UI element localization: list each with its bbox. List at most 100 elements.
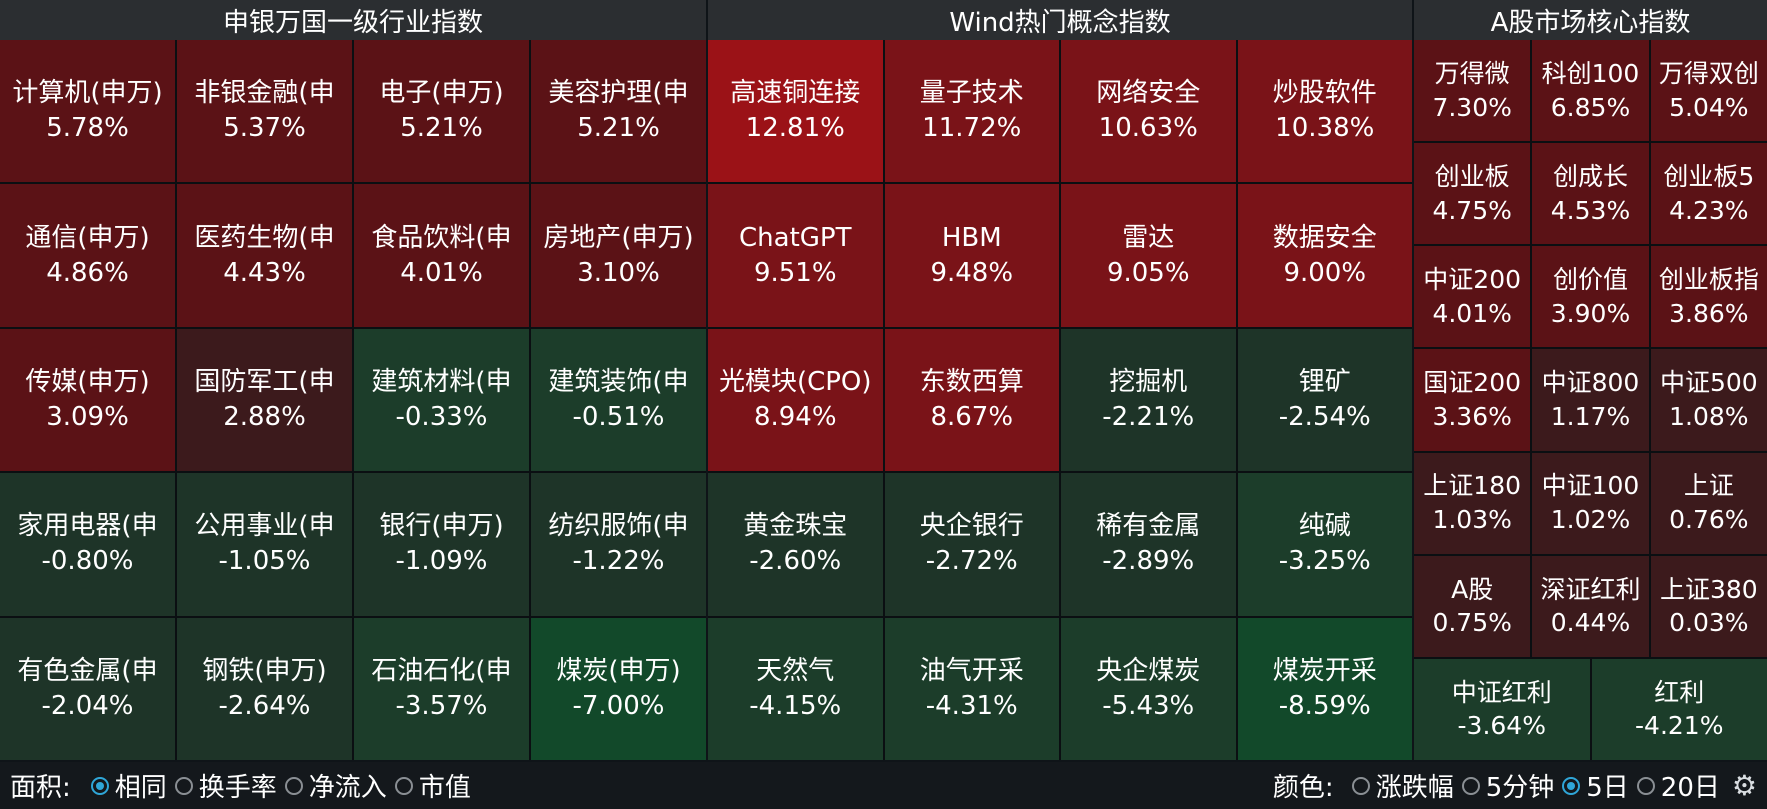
area-option[interactable]: 市值 (391, 767, 471, 804)
tile-change-percent: 4.86% (46, 257, 129, 288)
heatmap-tile[interactable]: HBM 9.48% (884, 184, 1059, 327)
heatmap-tile[interactable]: 传媒(申万) 3.09% (0, 328, 175, 472)
heatmap-tile[interactable]: 家用电器(申 -0.80% (0, 473, 175, 616)
heatmap-tile[interactable]: 万得微 7.30% (1414, 40, 1531, 142)
radio-icon[interactable] (394, 776, 413, 795)
heatmap-tile[interactable]: 网络安全 10.63% (1061, 40, 1236, 183)
tile-change-percent: 0.76% (1669, 505, 1749, 535)
tile-change-percent: 4.01% (400, 257, 483, 288)
heatmap-tile[interactable]: 稀有金属 -2.89% (1061, 473, 1236, 616)
heatmap-tile[interactable]: 石油石化(申 -3.57% (354, 617, 529, 760)
radio-label: 相同 (114, 773, 167, 803)
heatmap-tile[interactable]: 国防军工(申 2.88% (177, 328, 352, 472)
gear-icon[interactable]: ⚙ (1731, 769, 1757, 802)
heatmap-tile[interactable]: 有色金属(申 -2.04% (0, 617, 175, 760)
radio-icon[interactable] (90, 776, 109, 795)
heatmap-tile[interactable]: 计算机(申万) 5.78% (0, 40, 175, 183)
color-option[interactable]: 20日 (1633, 767, 1720, 804)
heatmap-tile[interactable]: 创成长 4.53% (1532, 143, 1649, 245)
heatmap-tile[interactable]: A股 0.75% (1414, 555, 1531, 657)
heatmap-tile[interactable]: 雷达 9.05% (1061, 184, 1236, 327)
heatmap-tile[interactable]: 公用事业(申 -1.05% (177, 473, 352, 616)
heatmap-tile[interactable]: 煤炭开采 -8.59% (1237, 617, 1412, 760)
heatmap-tile[interactable]: 通信(申万) 4.86% (0, 184, 175, 327)
radio-icon[interactable] (1562, 776, 1581, 795)
heatmap-tile[interactable]: 上证180 1.03% (1414, 452, 1531, 554)
tile-name: 中证800 (1541, 368, 1640, 398)
color-option[interactable]: 5分钟 (1458, 767, 1554, 804)
heatmap-tile[interactable]: 纯碱 -3.25% (1237, 473, 1412, 616)
heatmap-tile[interactable]: 光模块(CPO) 8.94% (708, 328, 883, 472)
heatmap-tile[interactable]: 中证红利 -3.64% (1414, 658, 1590, 760)
heatmap-tile[interactable]: 黄金珠宝 -2.60% (708, 473, 883, 616)
heatmap-tile[interactable]: 创价值 3.90% (1532, 246, 1649, 348)
tile-change-percent: 3.86% (1669, 298, 1749, 328)
heatmap-tile[interactable]: 深证红利 0.44% (1532, 555, 1649, 657)
heatmap-tile[interactable]: 煤炭(申万) -7.00% (531, 617, 706, 760)
area-option[interactable]: 换手率 (171, 767, 277, 804)
heatmap-tile[interactable]: 银行(申万) -1.09% (354, 473, 529, 616)
color-option[interactable]: 涨跌幅 (1348, 767, 1454, 804)
radio-icon[interactable] (1636, 776, 1655, 795)
tile-name: 黄金珠宝 (743, 511, 848, 542)
heatmap-tile[interactable]: 中证200 4.01% (1414, 246, 1531, 348)
heatmap-tile[interactable]: 数据安全 9.00% (1237, 184, 1412, 327)
heatmap-tile[interactable]: 建筑装饰(申 -0.51% (531, 328, 706, 472)
tile-name: 钢铁(申万) (202, 655, 327, 686)
radio-icon[interactable] (284, 776, 303, 795)
heatmap-tile[interactable]: 上证380 0.03% (1650, 555, 1767, 657)
color-option[interactable]: 5日 (1558, 767, 1629, 804)
heatmap-tile[interactable]: 创业板5 4.23% (1650, 143, 1767, 245)
heatmap-tile[interactable]: 央企煤炭 -5.43% (1061, 617, 1236, 760)
tile-name: 炒股软件 (1272, 78, 1377, 109)
panel-sw-industry: 申银万国一级行业指数 计算机(申万) 5.78% 非银金融(申 5.37% 电子(申万)… (0, 0, 706, 760)
tile-name: 上证380 (1659, 574, 1758, 604)
heatmap-tile[interactable]: 东数西算 8.67% (884, 328, 1059, 472)
heatmap-tile[interactable]: 非银金融(申 5.37% (177, 40, 352, 183)
radio-label: 涨跌幅 (1375, 773, 1454, 803)
heatmap-tile[interactable]: 挖掘机 -2.21% (1061, 328, 1236, 472)
tile-name: 科创100 (1541, 58, 1640, 88)
heatmap-tile[interactable]: 房地产(申万) 3.10% (531, 184, 706, 327)
tile-name: 食品饮料(申 (371, 222, 512, 253)
tile-change-percent: -4.15% (749, 690, 842, 721)
heatmap-tile[interactable]: 万得双创 5.04% (1650, 40, 1767, 142)
heatmap-tile[interactable]: 中证100 1.02% (1532, 452, 1649, 554)
heatmap-tile[interactable]: 科创100 6.85% (1532, 40, 1649, 142)
heatmap-tile[interactable]: 量子技术 11.72% (884, 40, 1059, 183)
tile-name: 油气开采 (919, 655, 1024, 686)
heatmap-tile[interactable]: 中证800 1.17% (1532, 349, 1649, 451)
heatmap-tile[interactable]: 食品饮料(申 4.01% (354, 184, 529, 327)
heatmap-tile[interactable]: 国证200 3.36% (1414, 349, 1531, 451)
heatmap-tile[interactable]: 中证500 1.08% (1650, 349, 1767, 451)
heatmap-tile[interactable]: 高速铜连接 12.81% (708, 40, 883, 183)
heatmap-tile[interactable]: 电子(申万) 5.21% (354, 40, 529, 183)
tile-change-percent: -8.59% (1278, 690, 1371, 721)
heatmap-tile[interactable]: 央企银行 -2.72% (884, 473, 1059, 616)
heatmap-tile[interactable]: 纺织服饰(申 -1.22% (531, 473, 706, 616)
heatmap-tile[interactable]: 建筑材料(申 -0.33% (354, 328, 529, 472)
heatmap-tile[interactable]: 上证 0.76% (1650, 452, 1767, 554)
heatmap-tile[interactable]: ChatGPT 9.51% (708, 184, 883, 327)
radio-label: 净流入 (308, 773, 387, 803)
heatmap-tile[interactable]: 红利 -4.21% (1591, 658, 1767, 760)
heatmap-tile[interactable]: 医药生物(申 4.43% (177, 184, 352, 327)
tile-name: 医药生物(申 (194, 222, 335, 253)
heatmap-tile[interactable]: 天然气 -4.15% (708, 617, 883, 760)
heatmap-tile[interactable]: 钢铁(申万) -2.64% (177, 617, 352, 760)
tile-change-percent: -4.31% (925, 690, 1018, 721)
heatmap-tile[interactable]: 美容护理(申 5.21% (531, 40, 706, 183)
radio-icon[interactable] (1351, 776, 1370, 795)
heatmap-tile[interactable]: 锂矿 -2.54% (1237, 328, 1412, 472)
heatmap-tile[interactable]: 炒股软件 10.38% (1237, 40, 1412, 183)
area-option[interactable]: 净流入 (281, 767, 387, 804)
tile-change-percent: 4.53% (1550, 195, 1631, 225)
heatmap-tile[interactable]: 创业板 4.75% (1414, 143, 1531, 245)
tile-name: 网络安全 (1096, 78, 1201, 109)
heatmap-tile[interactable]: 创业板指 3.86% (1650, 246, 1767, 348)
tile-change-percent: 8.94% (753, 401, 837, 432)
area-option[interactable]: 相同 (87, 767, 167, 804)
radio-icon[interactable] (174, 776, 193, 795)
heatmap-tile[interactable]: 油气开采 -4.31% (884, 617, 1059, 760)
radio-icon[interactable] (1461, 776, 1480, 795)
